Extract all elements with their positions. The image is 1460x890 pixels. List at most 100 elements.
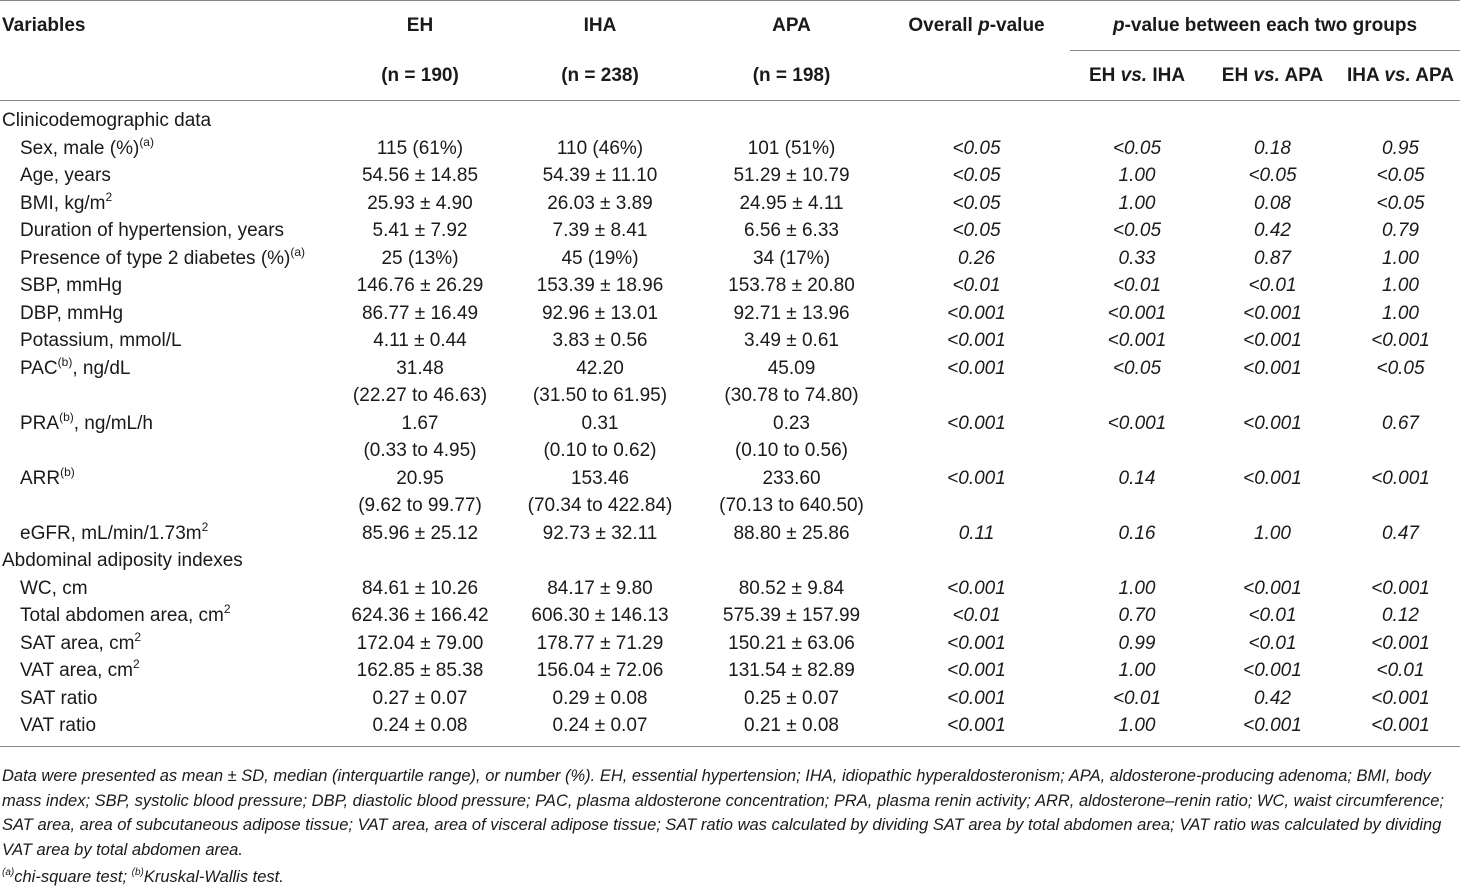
section-row: Abdominal adiposity indexes	[0, 547, 1460, 575]
header-apa: APA	[700, 0, 883, 51]
row-label-text: PAC	[20, 357, 58, 379]
p-iha-vs-apa: 0.12	[1382, 605, 1419, 626]
table-row: BMI, kg/m2 25.93 ± 4.90 26.03 ± 3.89 24.95 …	[0, 190, 1460, 218]
row-label-unit: , ng/mL/h	[73, 412, 153, 434]
row-label: Sex, male (%)(a)	[0, 135, 340, 163]
eh-value: 5.41 ± 7.92	[372, 220, 468, 241]
p-eh-vs-apa: <0.001	[1204, 712, 1341, 747]
row-label: SBP, mmHg	[0, 272, 340, 300]
iha-value: 156.04 ± 72.06	[536, 660, 664, 681]
data-table: Variables EH IHA APA Overall p-value p-v…	[0, 0, 1460, 747]
eh-range: (22.27 to 46.63)	[352, 385, 488, 406]
p-eh-vs-apa: 0.42	[1254, 687, 1291, 709]
table-row: DBP, mmHg 86.77 ± 16.49 92.96 ± 13.01 92.71…	[0, 300, 1460, 328]
p-eh-vs-apa: <0.05	[1248, 165, 1297, 186]
eh-value: 54.56 ± 14.85	[361, 165, 479, 186]
header-blank	[883, 50, 1070, 101]
eh-value: 31.48	[396, 357, 444, 379]
table-row: Age, years 54.56 ± 14.85 54.39 ± 11.10 51.2…	[0, 162, 1460, 190]
row-label: BMI, kg/m2	[0, 190, 340, 218]
p-eh-vs-iha: <0.001	[1107, 302, 1167, 324]
table-row: VAT ratio 0.24 ± 0.08 0.24 ± 0.07 0.21 ± 0.…	[0, 712, 1460, 747]
p-eh-vs-iha: <0.05	[1112, 137, 1162, 159]
table-row: Total abdomen area, cm2 624.36 ± 166.42 60…	[0, 602, 1460, 630]
row-label-text: Presence of type 2 diabetes (%)	[20, 247, 291, 269]
p-eh-vs-iha: 0.14	[1118, 467, 1156, 489]
p-eh-vs-iha: 0.99	[1118, 632, 1156, 654]
p-eh-vs-apa: 0.08	[1254, 192, 1291, 214]
empty-cell	[1070, 437, 1204, 465]
header-eh-vs-apa: EH vs. APA	[1204, 50, 1341, 101]
overall-p-value: 0.26	[958, 247, 995, 269]
apa-value: 131.54 ± 82.89	[728, 660, 855, 681]
table-row: VAT area, cm2 162.85 ± 85.38 156.04 ± 72.0…	[0, 657, 1460, 685]
p-eh-vs-iha: 1.00	[1118, 192, 1156, 214]
p-eh-vs-iha: 0.70	[1118, 605, 1156, 626]
row-label: eGFR, mL/min/1.73m2	[0, 520, 340, 548]
p-eh-vs-iha: <0.001	[1107, 330, 1167, 351]
apa-value: 34 (17%)	[752, 247, 831, 269]
empty-cell	[0, 382, 340, 410]
footnotes: (a)chi-square test; (b)Kruskal-Wallis te…	[2, 867, 284, 887]
header-overall-p: Overall p-value	[883, 0, 1070, 51]
p-eh-vs-apa: 1.00	[1254, 522, 1291, 544]
row-label-superscript: 2	[105, 189, 113, 204]
section-title: Abdominal adiposity indexes	[2, 550, 243, 571]
row-label: SAT ratio	[0, 685, 340, 713]
overall-p-value: 0.11	[958, 522, 995, 544]
row-label-text: Potassium, mmol/L	[20, 330, 182, 351]
row-label-superscript: (b)	[57, 354, 73, 369]
p-eh-vs-iha: <0.01	[1112, 687, 1162, 709]
p-iha-vs-apa: 0.95	[1382, 137, 1419, 159]
apa-value: 6.56 ± 6.33	[744, 220, 839, 241]
p-eh-vs-iha: 1.00	[1118, 577, 1156, 599]
apa-value: 233.60	[762, 467, 821, 489]
p-iha-vs-apa: <0.01	[1376, 660, 1425, 681]
apa-value: 153.78 ± 20.80	[728, 275, 855, 296]
p-iha-vs-apa: 0.47	[1382, 522, 1419, 544]
iha-range: (31.50 to 61.95)	[532, 385, 668, 406]
empty-cell	[1204, 492, 1341, 520]
iha-value: 153.46	[570, 467, 630, 489]
row-label-text: Sex, male (%)	[20, 137, 140, 159]
row-label-text: Age, years	[20, 165, 111, 186]
row-label: VAT area, cm2	[0, 657, 340, 685]
overall-p-value: <0.05	[952, 192, 1001, 214]
iha-range: (0.10 to 0.62)	[543, 440, 657, 461]
eh-value: 85.96 ± 25.12	[361, 522, 479, 544]
table-row: Potassium, mmol/L 4.11 ± 0.44 3.83 ± 0.56 3…	[0, 327, 1460, 355]
eh-value: 1.67	[401, 412, 439, 434]
row-label-text: ARR	[20, 467, 61, 489]
eh-range: (0.33 to 4.95)	[363, 440, 477, 461]
eh-value: 4.11 ± 0.44	[373, 330, 467, 351]
p-iha-vs-apa: <0.001	[1371, 687, 1430, 709]
iha-value: 0.29 ± 0.08	[552, 687, 648, 709]
eh-value: 84.61 ± 10.26	[361, 577, 479, 599]
section-title: Clinicodemographic data	[2, 110, 212, 131]
iha-value: 42.20	[576, 357, 624, 379]
row-label-superscript: (a)	[290, 244, 306, 259]
p-eh-vs-apa: 0.18	[1254, 137, 1291, 159]
eh-value: 25.93 ± 4.90	[367, 192, 473, 214]
p-iha-vs-apa: <0.05	[1376, 192, 1425, 214]
row-label: Age, years	[0, 162, 340, 190]
eh-value: 146.76 ± 26.29	[356, 275, 484, 296]
overall-p-value: <0.001	[883, 712, 1070, 747]
apa-range: (0.10 to 0.56)	[734, 440, 849, 461]
overall-p-value: <0.001	[947, 302, 1006, 324]
apa-range: (30.78 to 74.80)	[724, 385, 859, 406]
table-header: Variables EH IHA APA Overall p-value p-v…	[0, 0, 1460, 101]
iha-value: 92.96 ± 13.01	[541, 302, 659, 324]
p-eh-vs-apa: <0.001	[1243, 467, 1302, 489]
header-iha: IHA	[500, 0, 700, 51]
table-row-continuation: (22.27 to 46.63) (31.50 to 61.95) (30.78 t…	[0, 382, 1460, 410]
table-row: ARR(b) 20.95 153.46 233.60 <0.001 0.14 <0.001 <…	[0, 465, 1460, 493]
p-eh-vs-apa: 0.42	[1254, 220, 1291, 241]
p-iha-vs-apa: 1.00	[1382, 302, 1419, 324]
overall-p-value: <0.01	[952, 605, 1001, 626]
row-label-text: SAT area, cm	[20, 632, 135, 654]
p-eh-vs-iha: 0.33	[1118, 247, 1156, 269]
p-eh-vs-apa: <0.001	[1243, 302, 1302, 324]
iha-value: 606.30 ± 146.13	[531, 605, 669, 626]
